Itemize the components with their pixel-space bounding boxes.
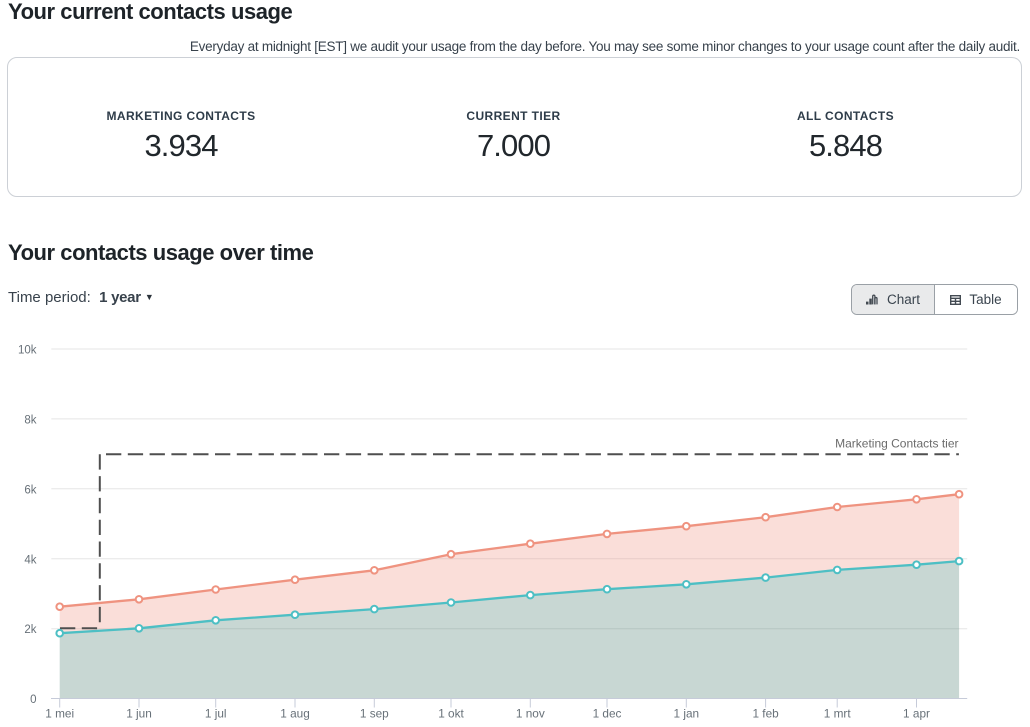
svg-text:1 feb: 1 feb bbox=[752, 706, 779, 720]
svg-text:6k: 6k bbox=[24, 484, 36, 496]
svg-text:1 jul: 1 jul bbox=[205, 706, 227, 720]
svg-text:4k: 4k bbox=[24, 554, 36, 566]
svg-text:1 okt: 1 okt bbox=[438, 706, 464, 720]
svg-text:Marketing Contacts tier: Marketing Contacts tier bbox=[835, 436, 958, 450]
svg-text:1 jan: 1 jan bbox=[674, 706, 700, 720]
svg-text:1 mei: 1 mei bbox=[45, 706, 74, 720]
svg-text:8k: 8k bbox=[24, 414, 36, 426]
svg-text:0: 0 bbox=[30, 694, 36, 706]
svg-text:1 sep: 1 sep bbox=[360, 706, 389, 720]
svg-text:1 nov: 1 nov bbox=[516, 706, 545, 720]
svg-text:2k: 2k bbox=[24, 624, 36, 636]
svg-text:10k: 10k bbox=[18, 345, 37, 357]
svg-text:1 jun: 1 jun bbox=[126, 706, 152, 720]
svg-text:1 apr: 1 apr bbox=[903, 706, 930, 720]
svg-text:1 mrt: 1 mrt bbox=[824, 706, 852, 720]
svg-text:1 aug: 1 aug bbox=[280, 706, 310, 720]
svg-text:1 dec: 1 dec bbox=[593, 706, 622, 720]
